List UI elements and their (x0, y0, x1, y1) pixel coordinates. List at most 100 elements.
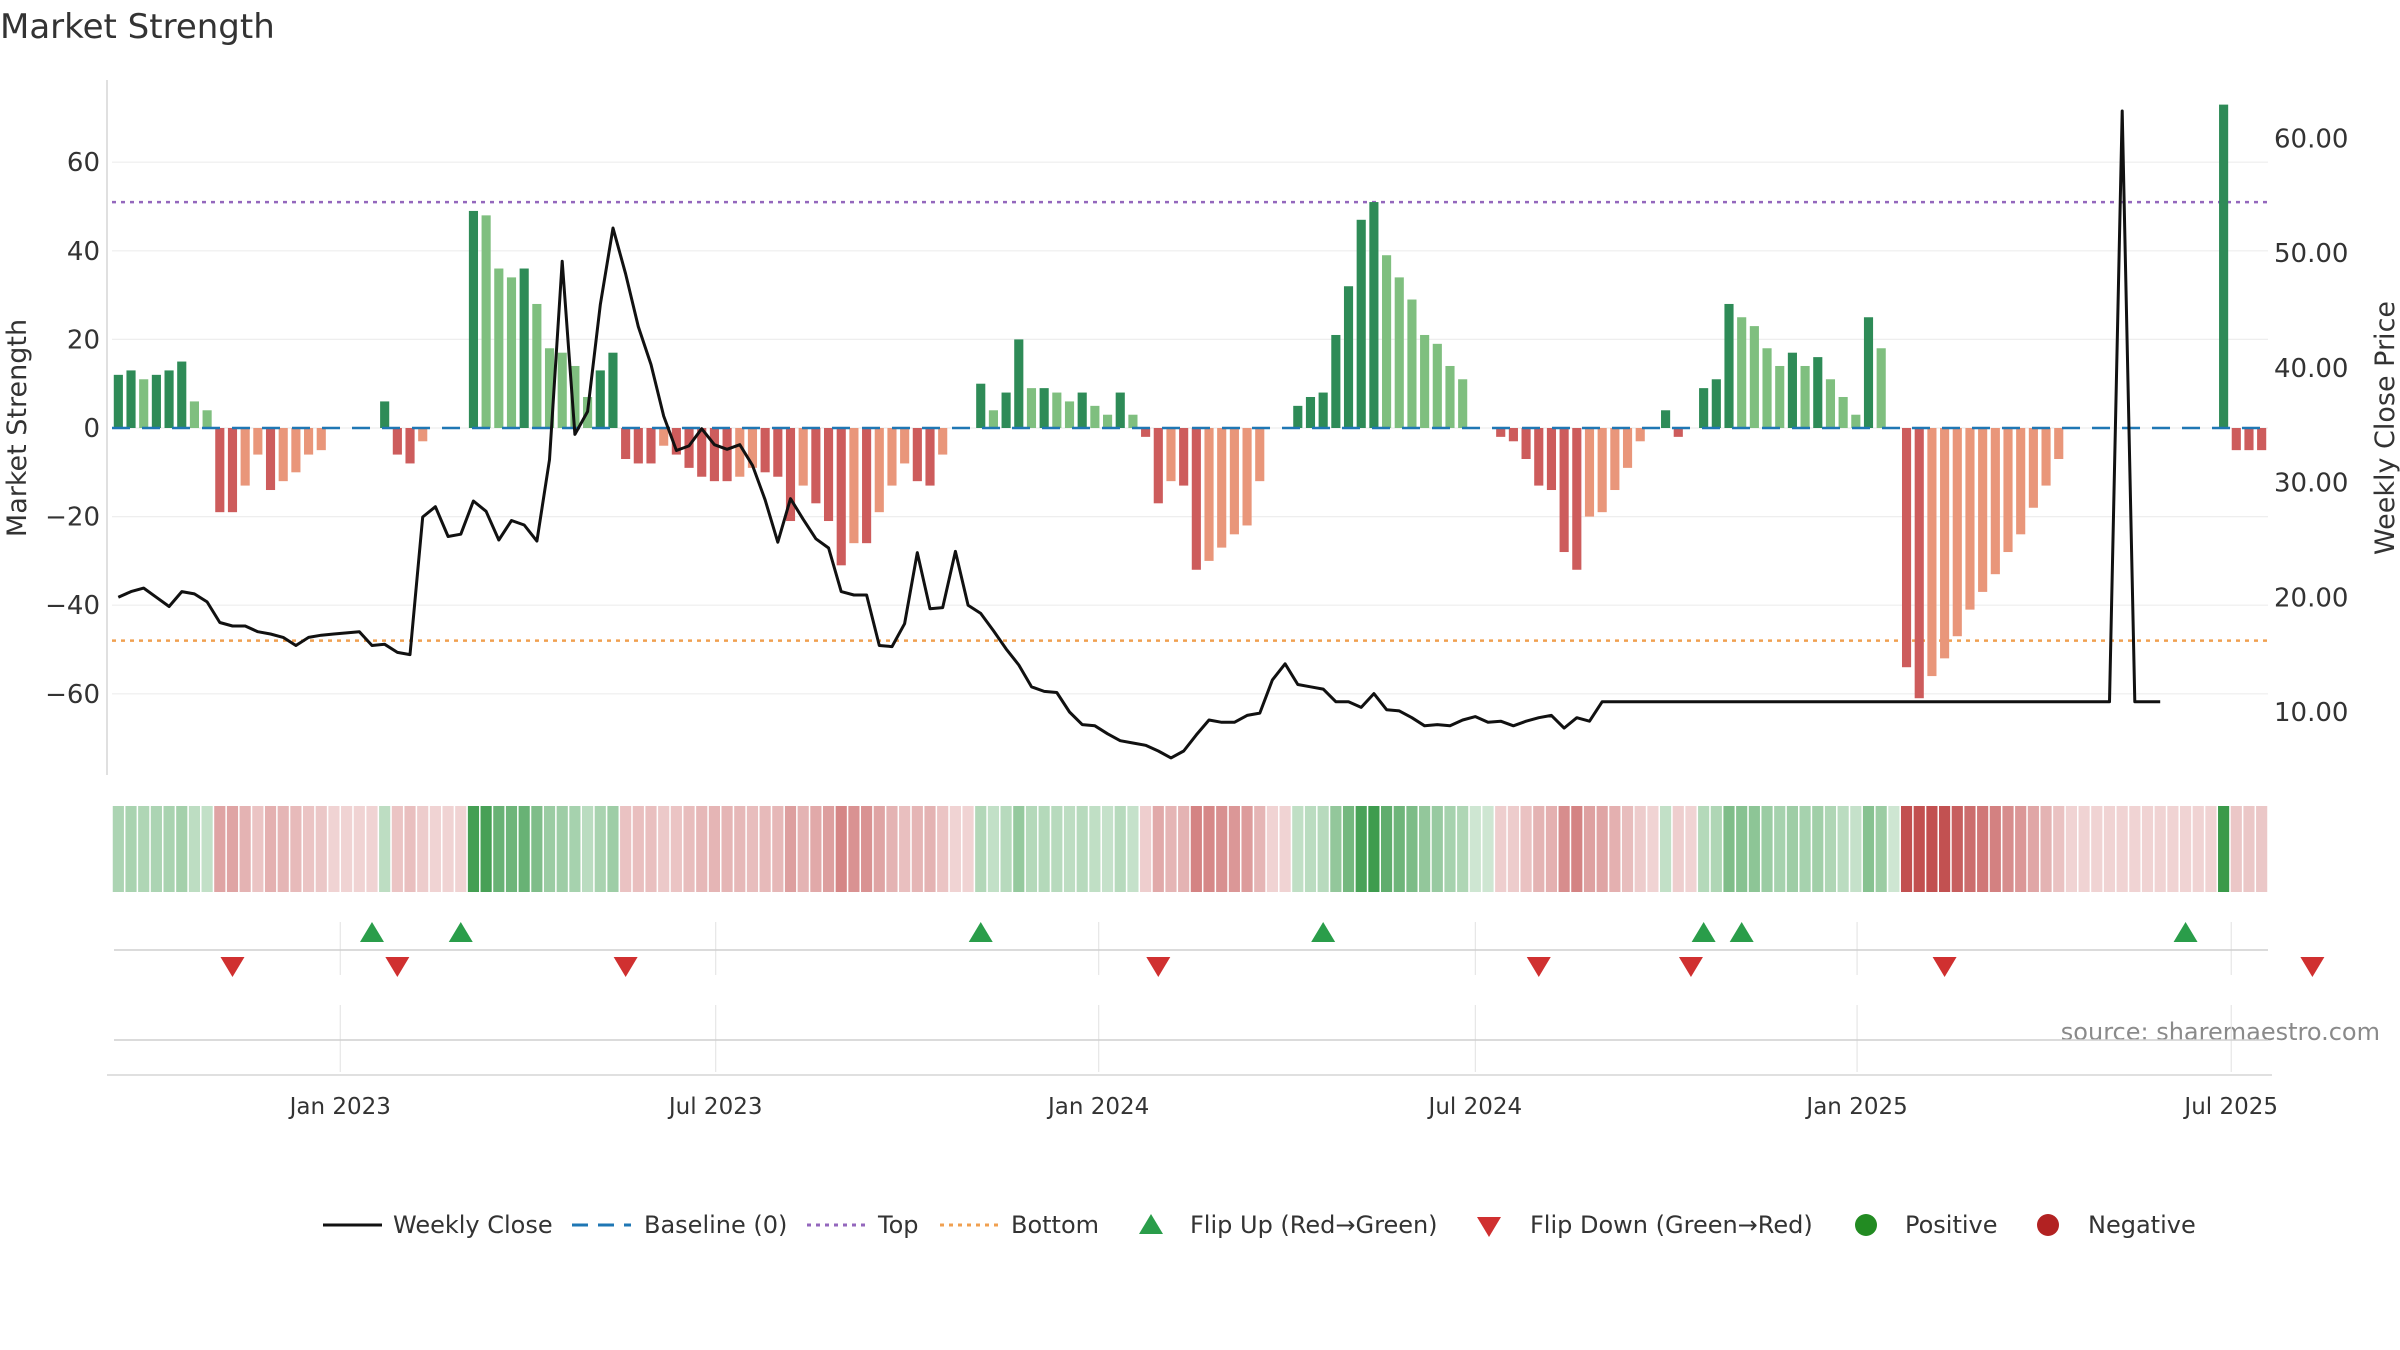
heat-strip-cell (1063, 806, 1076, 892)
heat-strip-cell (201, 806, 213, 892)
heat-strip-cell (264, 806, 277, 892)
heat-strip-cell (2154, 806, 2166, 892)
heat-strip-cell (2103, 806, 2116, 892)
heat-strip-cell (1342, 806, 1355, 892)
strength-bar (2257, 428, 2267, 451)
strength-bar (1635, 428, 1645, 442)
strength-bar (1001, 392, 1011, 428)
strength-bar (519, 268, 529, 428)
y2-axis-label: Weekly Close Price (2370, 301, 2400, 555)
strength-bar (798, 428, 808, 486)
heat-strip-cell (2078, 806, 2090, 892)
heat-strip-cell (2141, 806, 2154, 892)
y-tick-label: −60 (45, 680, 100, 710)
strength-bar (1787, 352, 1797, 428)
heat-strip-cell (721, 806, 733, 892)
heat-strip-cell (2243, 806, 2255, 892)
strength-bar (697, 428, 707, 477)
legend-positive-swatch (1855, 1214, 1877, 1236)
strength-bar (925, 428, 935, 486)
strength-bar (1229, 428, 1239, 535)
strength-bar (633, 428, 643, 464)
strength-bar (1863, 317, 1874, 428)
strength-bar (1534, 428, 1544, 486)
x-tick-label: Jul 2024 (1427, 1094, 1523, 1120)
heat-strip-cell (937, 806, 949, 892)
heat-strip-cell (1089, 806, 1101, 892)
strength-bar (1445, 365, 1455, 428)
strength-bar (468, 210, 479, 428)
strength-bar (1141, 428, 1151, 437)
strength-bar (811, 428, 821, 504)
heat-strip-cell (1900, 806, 1913, 892)
strength-bar (1584, 428, 1595, 517)
strength-bar (988, 410, 998, 428)
strength-bar (189, 401, 200, 428)
strength-bar (1990, 428, 2000, 575)
heat-strip-cell (1140, 806, 1152, 892)
strength-bar (2244, 428, 2254, 451)
strength-bar (1546, 428, 1557, 491)
strength-bar (1343, 286, 1354, 428)
strength-bar (747, 428, 758, 468)
strength-bar (1179, 428, 1189, 486)
y2-tick-label: 50.00 (2274, 239, 2348, 269)
heat-strip-cell (1038, 806, 1050, 892)
strength-bar (265, 428, 276, 491)
strength-bar (1420, 334, 1430, 428)
heat-strip-cell (366, 806, 378, 892)
strength-bar (2054, 428, 2064, 460)
strength-bar (1305, 396, 1316, 428)
heat-strip-cell (391, 806, 403, 892)
strength-bar (1432, 343, 1442, 428)
strength-bar (1255, 428, 1265, 482)
legend-positive: Positive (1905, 1211, 1998, 1239)
heat-strip-cell (784, 806, 797, 892)
heat-strip-cell (2179, 806, 2192, 892)
strength-bar (646, 428, 656, 464)
chart-title: Market Strength (0, 7, 275, 47)
heat-strip-cell (1685, 806, 1697, 892)
heat-strip-cell (734, 806, 746, 892)
strength-bar (1014, 339, 1024, 428)
heat-strip-cell (1520, 806, 1532, 892)
strength-bar (1952, 428, 1962, 637)
flip-down-marker (613, 957, 638, 977)
flip-down-marker (385, 957, 410, 977)
heat-strip-cell (1609, 806, 1621, 892)
strength-bar (1318, 392, 1328, 428)
strength-bar (1927, 428, 1937, 677)
heat-strip-cell (1660, 806, 1672, 892)
strength-bar (316, 428, 326, 451)
heat-strip-cell (1533, 806, 1545, 892)
heat-strip-cell (658, 806, 670, 892)
heat-strip-cell (1698, 806, 1710, 892)
strength-bar (1369, 202, 1379, 428)
strength-bar (1711, 379, 1721, 428)
strength-bar (1610, 428, 1620, 491)
x-tick-label: Jul 2023 (667, 1094, 763, 1120)
strength-bar (1673, 428, 1683, 437)
heat-strip-cell (2218, 806, 2230, 892)
strength-bar (2219, 104, 2229, 429)
strength-bar (2028, 428, 2038, 508)
heat-strip-cell (797, 806, 809, 892)
heat-strip-cell (404, 806, 416, 892)
strength-bar (1052, 392, 1062, 428)
heat-strip-cell (1101, 806, 1114, 892)
flip-up-marker (1729, 922, 1754, 942)
strength-bar (684, 428, 694, 468)
heat-strip-cell (328, 806, 340, 892)
strength-bar (1813, 357, 1823, 428)
y-tick-label: 20 (67, 325, 100, 355)
heat-strip-cell (772, 806, 784, 892)
flip-up-marker (2173, 922, 2198, 942)
strength-bar (1978, 428, 1988, 592)
y2-tick-label: 40.00 (2274, 354, 2348, 384)
strength-bar (1407, 299, 1417, 428)
strength-bar (887, 428, 897, 486)
heat-strip-cell (1799, 806, 1811, 892)
heat-strip-cell (302, 806, 315, 892)
heat-strip-cell (708, 806, 720, 892)
